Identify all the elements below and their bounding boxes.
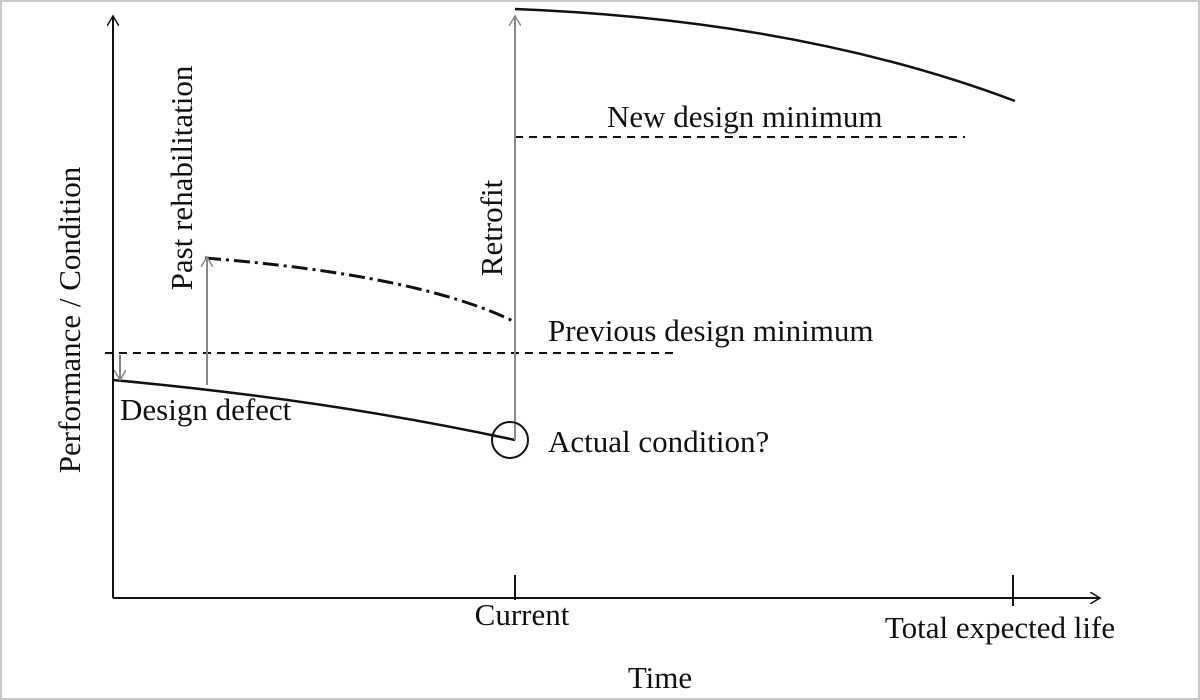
label: Retrofit xyxy=(474,179,509,276)
x-tick-label: Total expected life xyxy=(885,610,1115,645)
y-axis-label: Performance / Condition xyxy=(52,166,87,473)
label: Design defect xyxy=(120,392,292,427)
x-tick-label: Current xyxy=(475,597,570,632)
retrofit-curve xyxy=(514,7,1016,103)
label: Past rehabilitation xyxy=(164,65,199,290)
rehabilitated-curve xyxy=(204,256,516,324)
label: New design minimum xyxy=(607,99,883,134)
actual-curve xyxy=(112,378,516,442)
condition-marker xyxy=(491,421,529,459)
label: Actual condition? xyxy=(548,424,769,459)
x-axis-label: Time xyxy=(628,660,692,695)
label: Previous design minimum xyxy=(548,313,874,348)
